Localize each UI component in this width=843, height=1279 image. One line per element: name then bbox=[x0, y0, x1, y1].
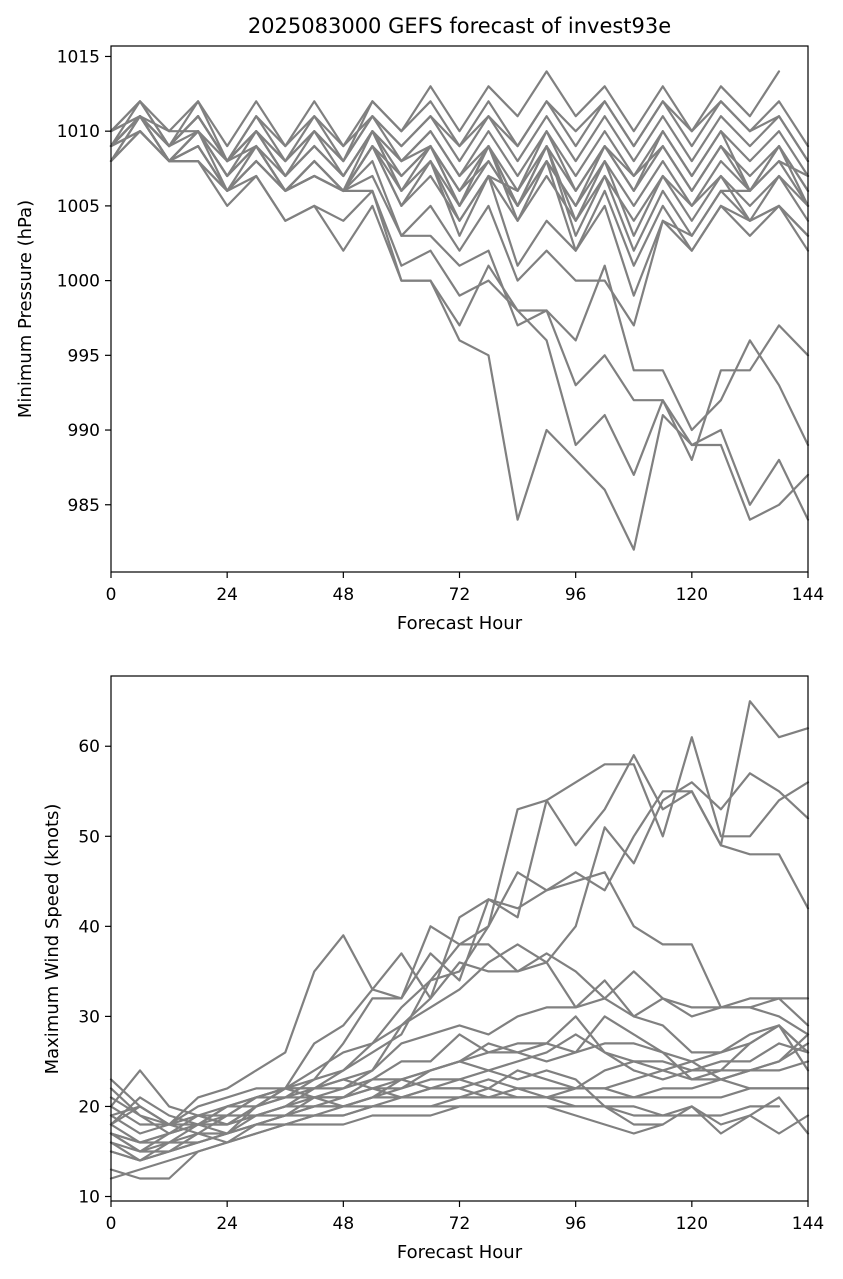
pressure-member-line-18 bbox=[109, 130, 810, 521]
pressure-y-tick-label: 1010 bbox=[57, 122, 100, 142]
pressure-x-tick-label: 0 bbox=[106, 585, 117, 605]
wind-y-axis-label: Maximum Wind Speed (knots) bbox=[42, 804, 63, 1075]
wind-x-tick-label: 144 bbox=[792, 1214, 824, 1234]
pressure-y-tick-label: 1015 bbox=[57, 47, 100, 67]
pressure-x-tick-label: 48 bbox=[333, 585, 355, 605]
wind-y-tick-label: 40 bbox=[78, 917, 100, 937]
wind-x-tick-label: 120 bbox=[676, 1214, 708, 1234]
wind-member-line-20 bbox=[109, 1024, 810, 1153]
pressure-y-tick-label: 995 bbox=[68, 346, 100, 366]
wind-member-line-16 bbox=[109, 1105, 664, 1180]
pressure-y-tick-label: 1005 bbox=[57, 197, 100, 217]
pressure-x-tick-label: 96 bbox=[565, 585, 587, 605]
pressure-x-tick-label: 24 bbox=[216, 585, 238, 605]
wind-x-tick-label: 72 bbox=[449, 1214, 471, 1234]
pressure-x-tick-label: 144 bbox=[792, 585, 824, 605]
pressure-y-axis-label: Minimum Pressure (hPa) bbox=[15, 200, 36, 418]
pressure-member-line-15 bbox=[109, 115, 810, 327]
pressure-y-tick-label: 985 bbox=[68, 496, 100, 516]
pressure-ticks: 0 24 48 72 96 120 144 985 990 995 1000 1005 1010 1015 bbox=[57, 47, 824, 605]
pressure-x-tick-label: 120 bbox=[676, 585, 708, 605]
pressure-chart: 0 24 48 72 96 120 144 985 990 995 1000 1005 1010 1015… bbox=[15, 45, 824, 634]
chart-title: 2025083000 GEFS forecast of invest93e bbox=[248, 14, 671, 38]
wind-x-tick-label: 0 bbox=[106, 1214, 117, 1234]
wind-x-tick-label: 24 bbox=[216, 1214, 238, 1234]
wind-y-tick-label: 20 bbox=[78, 1097, 100, 1117]
pressure-y-tick-label: 1000 bbox=[57, 272, 100, 292]
pressure-series-group bbox=[109, 70, 810, 551]
pressure-member-line-19 bbox=[109, 115, 810, 476]
wind-y-tick-label: 50 bbox=[78, 827, 100, 847]
wind-series-group bbox=[109, 700, 810, 1180]
wind-x-tick-label: 96 bbox=[565, 1214, 587, 1234]
pressure-x-tick-label: 72 bbox=[449, 585, 471, 605]
pressure-member-line-3 bbox=[109, 70, 781, 148]
wind-x-axis-label: Forecast Hour bbox=[397, 1242, 523, 1263]
wind-x-tick-label: 48 bbox=[333, 1214, 355, 1234]
pressure-x-axis-label: Forecast Hour bbox=[397, 613, 523, 634]
wind-y-tick-label: 10 bbox=[78, 1187, 100, 1207]
wind-y-tick-label: 30 bbox=[78, 1007, 100, 1027]
pressure-y-tick-label: 990 bbox=[68, 421, 100, 441]
wind-ticks: 0 24 48 72 96 120 144 10 20 30 40 50 60 bbox=[78, 737, 824, 1234]
wind-y-tick-label: 60 bbox=[78, 737, 100, 757]
wind-speed-chart: 0 24 48 72 96 120 144 10 20 30 40 50 60 Forecast Hou… bbox=[42, 675, 824, 1263]
wind-member-line-14 bbox=[109, 1105, 781, 1162]
